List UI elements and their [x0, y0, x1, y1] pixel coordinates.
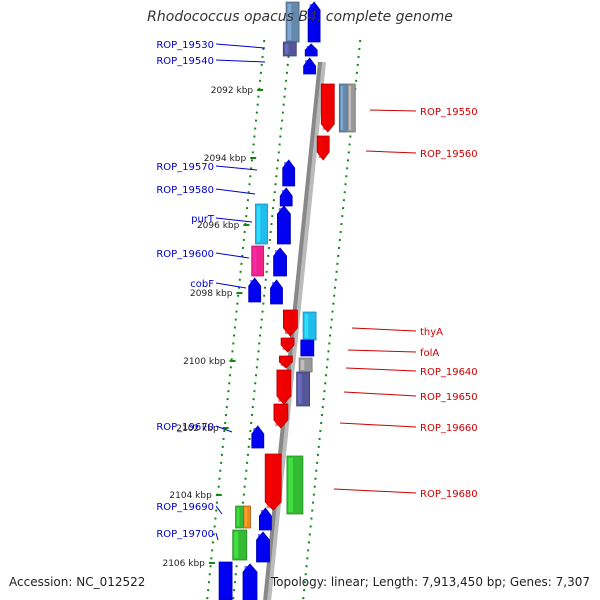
map-title: Rhodococcus opacus B4, complete genome [147, 9, 453, 25]
gene-label-ROP_19700: ROP_19700 [156, 529, 214, 540]
gene-label-folA: folA [420, 348, 439, 359]
feature-grid [206, 39, 362, 600]
gene-label-ROP_19640: ROP_19640 [420, 367, 478, 378]
axis-shadow [265, 61, 326, 600]
gene-highlight [272, 282, 276, 302]
gene-label-thyA: thyA [420, 327, 443, 338]
gene-highlight [275, 250, 279, 274]
gene-highlight [284, 312, 289, 334]
gene-callouts: ROP_19530 ROP_19540 ROP_19570 ROP_19580 purT… [156, 40, 478, 541]
gene-label-ROP_19600: ROP_19600 [156, 249, 214, 260]
gene-highlight [287, 4, 292, 40]
gene-leader [365, 150, 417, 154]
gene-arrow [243, 505, 252, 529]
gene-leader [215, 165, 258, 171]
position-label: 2106 kbp [162, 559, 205, 569]
lane-boundary [232, 39, 292, 600]
gene-highlight [304, 314, 309, 338]
gene-leader [333, 488, 417, 494]
gene-leader [215, 43, 266, 49]
gene-highlight [298, 374, 302, 404]
lane-boundary [302, 39, 362, 600]
gene-leader [345, 367, 417, 372]
gene-highlight [250, 280, 254, 300]
gene-features [218, 1, 356, 600]
gene-leader [215, 217, 253, 223]
gene-arrow [346, 83, 356, 133]
gene-leader [343, 391, 417, 397]
gene-leader [351, 327, 417, 332]
position-label: 2104 kbp [169, 491, 212, 501]
gene-highlight [340, 86, 344, 130]
gene-highlight [220, 564, 225, 598]
gene-highlight [256, 206, 261, 242]
genome-summary: Topology: linear; Length: 7,913,450 bp; … [270, 575, 590, 589]
gene-highlight [302, 342, 306, 354]
position-label: 2102 kbp [176, 424, 219, 434]
gene-highlight [322, 86, 327, 130]
gene-highlight [245, 508, 248, 526]
gene-highlight [253, 428, 257, 446]
position-label: 2100 kbp [183, 357, 226, 367]
gene-leader [215, 188, 256, 195]
position-label: 2096 kbp [197, 221, 240, 231]
gene-label-ROP_19690: ROP_19690 [156, 502, 214, 513]
gene-leader [215, 425, 233, 433]
gene-label-ROP_19550: ROP_19550 [420, 107, 478, 118]
gene-highlight [284, 162, 288, 184]
gene-highlight [318, 138, 323, 158]
gene-arrow [338, 83, 348, 133]
gene-highlight [281, 190, 286, 204]
accession-label: Accession: NC_012522 [9, 575, 146, 589]
gene-highlight [253, 248, 257, 274]
gene-highlight [234, 532, 239, 558]
gene-highlight [284, 44, 289, 54]
gene-leader [215, 282, 247, 289]
gene-highlight [278, 208, 283, 242]
gene-label-ROP_19670: ROP_19670 [156, 422, 214, 433]
gene-highlight [266, 456, 272, 508]
gene-highlight [237, 508, 240, 526]
gene-highlight [306, 46, 311, 54]
gene-label-ROP_19660: ROP_19660 [420, 423, 478, 434]
gene-highlight [282, 340, 287, 350]
gene-highlight [244, 566, 249, 598]
gene-highlight [305, 60, 309, 72]
gene-highlight [348, 86, 352, 130]
gene-leader [215, 252, 250, 259]
gene-highlight [278, 372, 283, 402]
gene-highlight [309, 4, 313, 40]
gene-arrow [235, 505, 245, 529]
gene-highlight [258, 534, 262, 560]
gene-label-ROP_19650: ROP_19650 [420, 392, 478, 403]
position-label: 2092 kbp [211, 86, 254, 96]
gene-leader [215, 59, 266, 63]
gene-highlight [260, 510, 265, 528]
gene-label-cobF: cobF [190, 279, 214, 290]
gene-leader [339, 422, 417, 428]
gene-leader [215, 505, 223, 515]
gene-leader [215, 532, 219, 541]
gene-highlight [275, 406, 280, 426]
lane-boundary [206, 39, 266, 600]
position-ticks: 2092 kbp 2094 kbp 2096 kbp 2098 kbp 2100 kbp… [162, 86, 264, 569]
gene-highlight [300, 360, 305, 370]
gene-leader [369, 109, 417, 112]
gene-leader [347, 349, 417, 353]
position-label: 2098 kbp [190, 289, 233, 299]
gene-label-purT: purT [191, 214, 215, 225]
gene-label-ROP_19570: ROP_19570 [156, 162, 214, 173]
gene-label-ROP_19540: ROP_19540 [156, 56, 214, 67]
gene-highlight [288, 458, 293, 512]
gene-label-ROP_19680: ROP_19680 [420, 489, 478, 500]
gene-label-ROP_19580: ROP_19580 [156, 185, 214, 196]
gene-label-ROP_19560: ROP_19560 [420, 149, 478, 160]
position-label: 2094 kbp [204, 154, 247, 164]
gene-highlight [280, 358, 285, 366]
gene-label-ROP_19530: ROP_19530 [156, 40, 214, 51]
